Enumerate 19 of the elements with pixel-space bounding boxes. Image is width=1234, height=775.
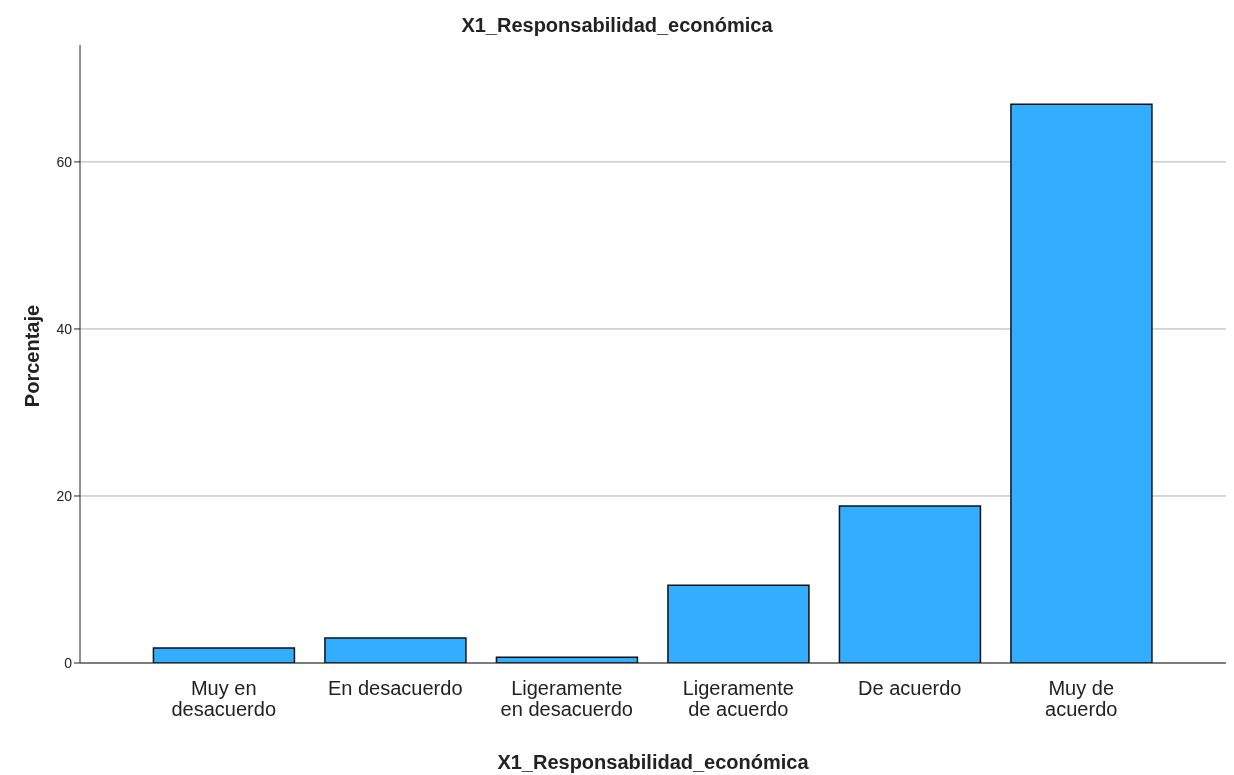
bar [667, 584, 810, 663]
x-tick-label: De acuerdo [858, 677, 962, 699]
x-tick-label: Muy en desacuerdo [171, 677, 277, 720]
chart-title: X1_Responsabilidad_económica [460, 14, 774, 37]
x-tick-label: Muy de acuerdo [1045, 677, 1118, 720]
bar [1010, 103, 1153, 663]
bar [152, 647, 296, 663]
y-tick-label: 20 [56, 487, 73, 504]
x-axis-title: X1_Responsabilidad_económica [497, 751, 810, 773]
bar [324, 637, 467, 663]
y-axis-title: Porcentaje [20, 304, 44, 408]
y-tick-label: 0 [64, 654, 73, 671]
y-tick-label: 60 [56, 153, 73, 170]
x-tick-label: En desacuerdo [327, 677, 463, 699]
bar [495, 656, 639, 663]
y-tick-label: 40 [56, 320, 73, 337]
bar [838, 505, 982, 663]
x-tick-label: Ligeramente en desacuerdo [500, 677, 633, 720]
x-tick-label: Ligeramente de acuerdo [682, 677, 794, 720]
